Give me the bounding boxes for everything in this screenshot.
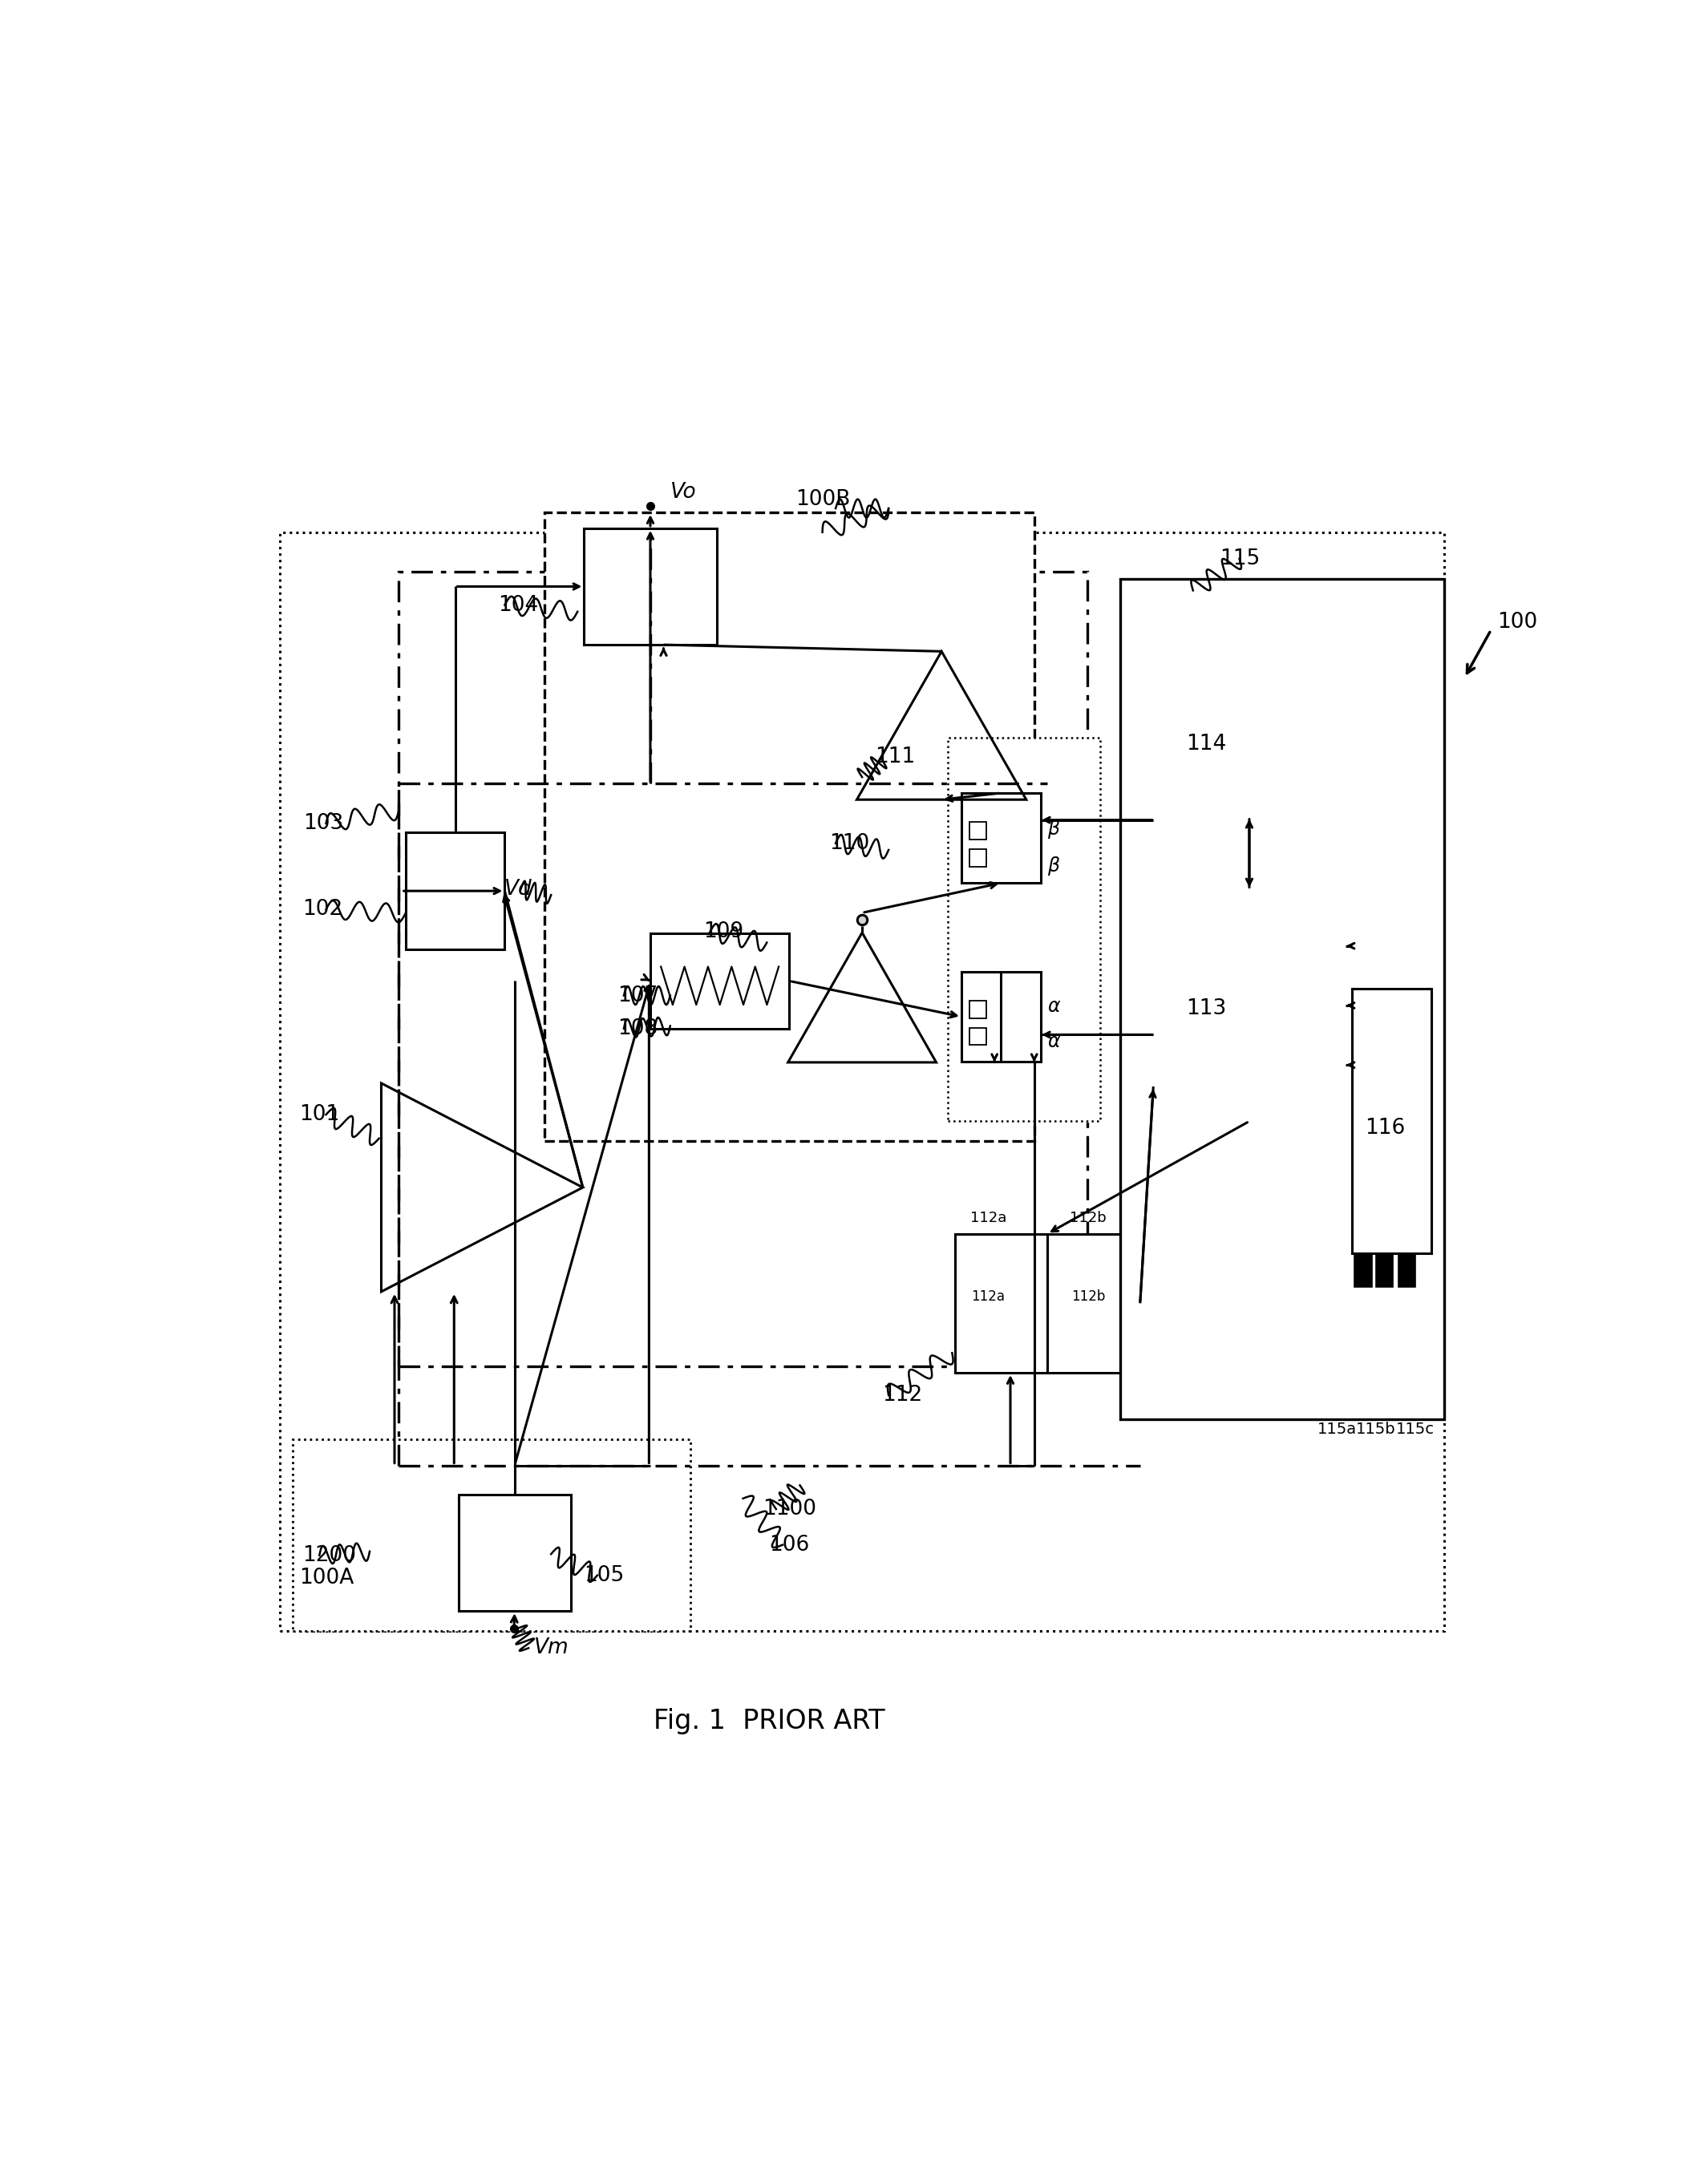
Text: 112: 112 (881, 1385, 922, 1407)
Text: 112a: 112a (972, 1289, 1004, 1304)
Bar (970, 822, 987, 840)
Bar (280, 532, 1445, 1631)
Bar (955, 1234, 1141, 1372)
Bar (970, 848, 987, 866)
Text: 113: 113 (1187, 999, 1226, 1019)
Text: $\alpha$: $\alpha$ (1047, 1032, 1061, 1051)
Bar (545, 513, 1035, 1141)
Bar (1375, 1254, 1394, 1287)
Text: 106: 106 (769, 1535, 810, 1555)
Bar (1353, 988, 1431, 1254)
Bar (405, 833, 506, 949)
Text: Vm: Vm (535, 1638, 569, 1658)
Text: 1200: 1200 (302, 1544, 355, 1566)
Text: 101: 101 (299, 1104, 340, 1125)
Bar (651, 933, 789, 1029)
Text: 114: 114 (1187, 733, 1226, 755)
Text: $\beta$: $\beta$ (1047, 818, 1061, 840)
Text: 105: 105 (584, 1564, 625, 1586)
Bar (948, 737, 1100, 1121)
Bar (962, 973, 1040, 1062)
Text: 115: 115 (1220, 547, 1261, 569)
Text: $\beta$: $\beta$ (1047, 855, 1061, 877)
Bar (584, 528, 717, 646)
Text: Vo: Vo (670, 482, 697, 504)
Text: 110: 110 (828, 833, 869, 853)
Text: 100: 100 (1498, 613, 1537, 632)
Bar (1153, 665, 1346, 818)
Text: 100A: 100A (299, 1568, 354, 1588)
Bar (970, 1001, 987, 1019)
Text: 100B: 100B (796, 489, 851, 510)
Text: 111: 111 (874, 746, 915, 768)
Text: 104: 104 (499, 595, 538, 615)
Text: 116: 116 (1365, 1117, 1406, 1138)
Text: 115a: 115a (1317, 1422, 1358, 1437)
Text: Vd: Vd (506, 879, 533, 901)
Text: Fig. 1  PRIOR ART: Fig. 1 PRIOR ART (654, 1708, 885, 1734)
Text: 112a: 112a (970, 1210, 1006, 1226)
Text: 108: 108 (617, 1019, 658, 1038)
Text: 109: 109 (704, 923, 743, 942)
Text: 115c: 115c (1395, 1422, 1435, 1437)
Bar (962, 794, 1040, 883)
Text: 112b: 112b (1071, 1289, 1105, 1304)
Bar (1399, 1254, 1416, 1287)
Text: 103: 103 (304, 814, 343, 833)
Text: $\alpha$: $\alpha$ (1047, 997, 1061, 1016)
Bar (1354, 1254, 1372, 1287)
Bar (294, 1439, 690, 1631)
Text: 102: 102 (302, 899, 343, 920)
Bar (1120, 578, 1445, 1420)
Text: 107: 107 (617, 986, 658, 1005)
Bar (970, 1027, 987, 1045)
Text: 1100: 1100 (763, 1498, 816, 1520)
Bar (1153, 890, 1346, 1121)
Bar (400, 571, 1086, 1365)
Text: 112b: 112b (1069, 1210, 1107, 1226)
Text: 115b: 115b (1356, 1422, 1395, 1437)
Bar (458, 1494, 570, 1612)
